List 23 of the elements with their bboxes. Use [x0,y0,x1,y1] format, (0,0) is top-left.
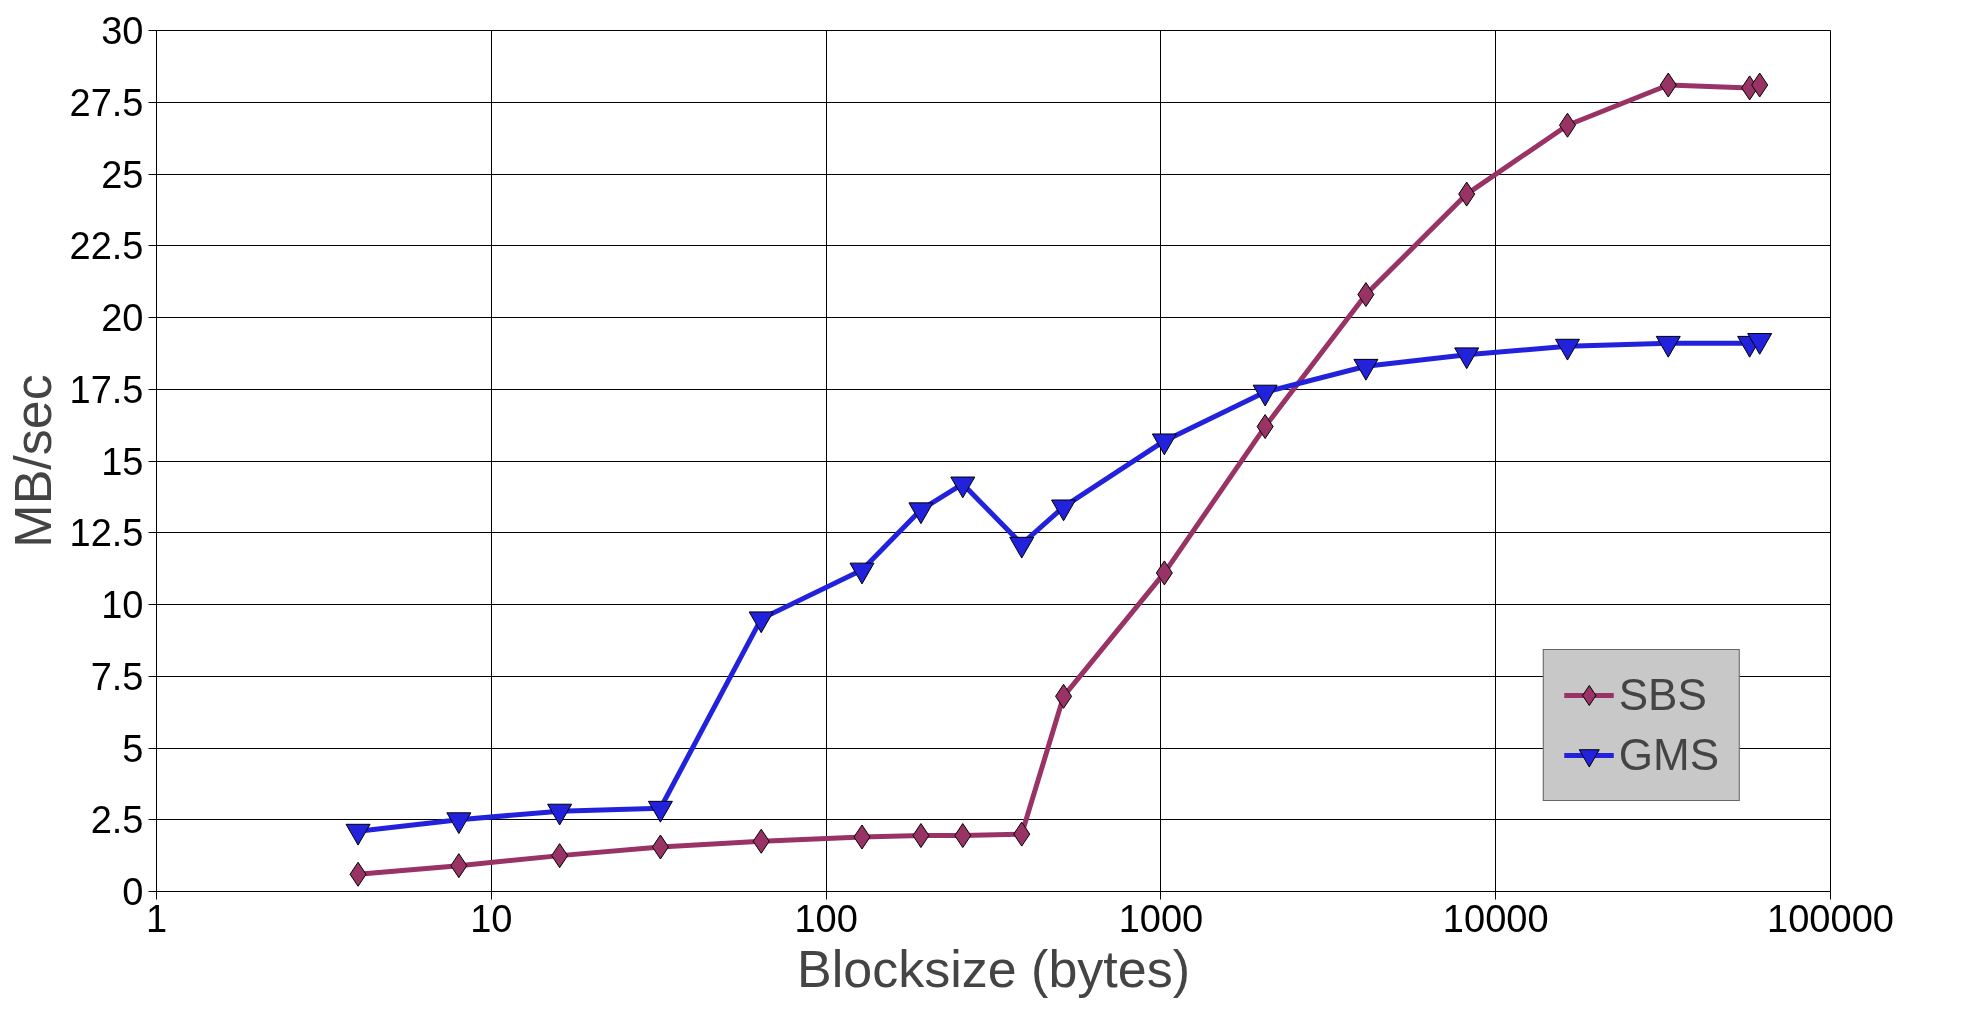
x-axis-title: Blocksize (bytes) [797,939,1190,998]
y-tick-label: 20 [101,297,144,339]
y-tick-label: 5 [122,727,144,770]
x-tick-label: 100 [794,897,858,940]
y-tick-label: 2.5 [90,799,144,842]
x-tick-label: 100000 [1767,897,1894,940]
y-tick-label: 25 [101,153,144,196]
y-tick-label: 0 [122,871,144,913]
x-tick-label: 1 [145,897,168,940]
legend-label: GMS [1618,730,1719,780]
x-tick-label: 10000 [1442,897,1549,940]
y-axis-title: MB/sec [3,374,62,548]
y-tick-label: 10 [101,584,144,626]
x-tick-label: 1000 [1118,897,1204,940]
y-tick-label: 15 [101,440,144,483]
y-tick-label: 7.5 [90,655,144,698]
y-tick-label: 22.5 [69,225,144,268]
y-tick-label: 30 [101,10,144,52]
y-tick-label: 27.5 [69,81,144,124]
x-tick-label: 10 [470,897,513,940]
legend-label: SBS [1618,670,1707,720]
y-tick-label: 17.5 [69,368,144,411]
y-tick-label: 12.5 [69,512,144,555]
